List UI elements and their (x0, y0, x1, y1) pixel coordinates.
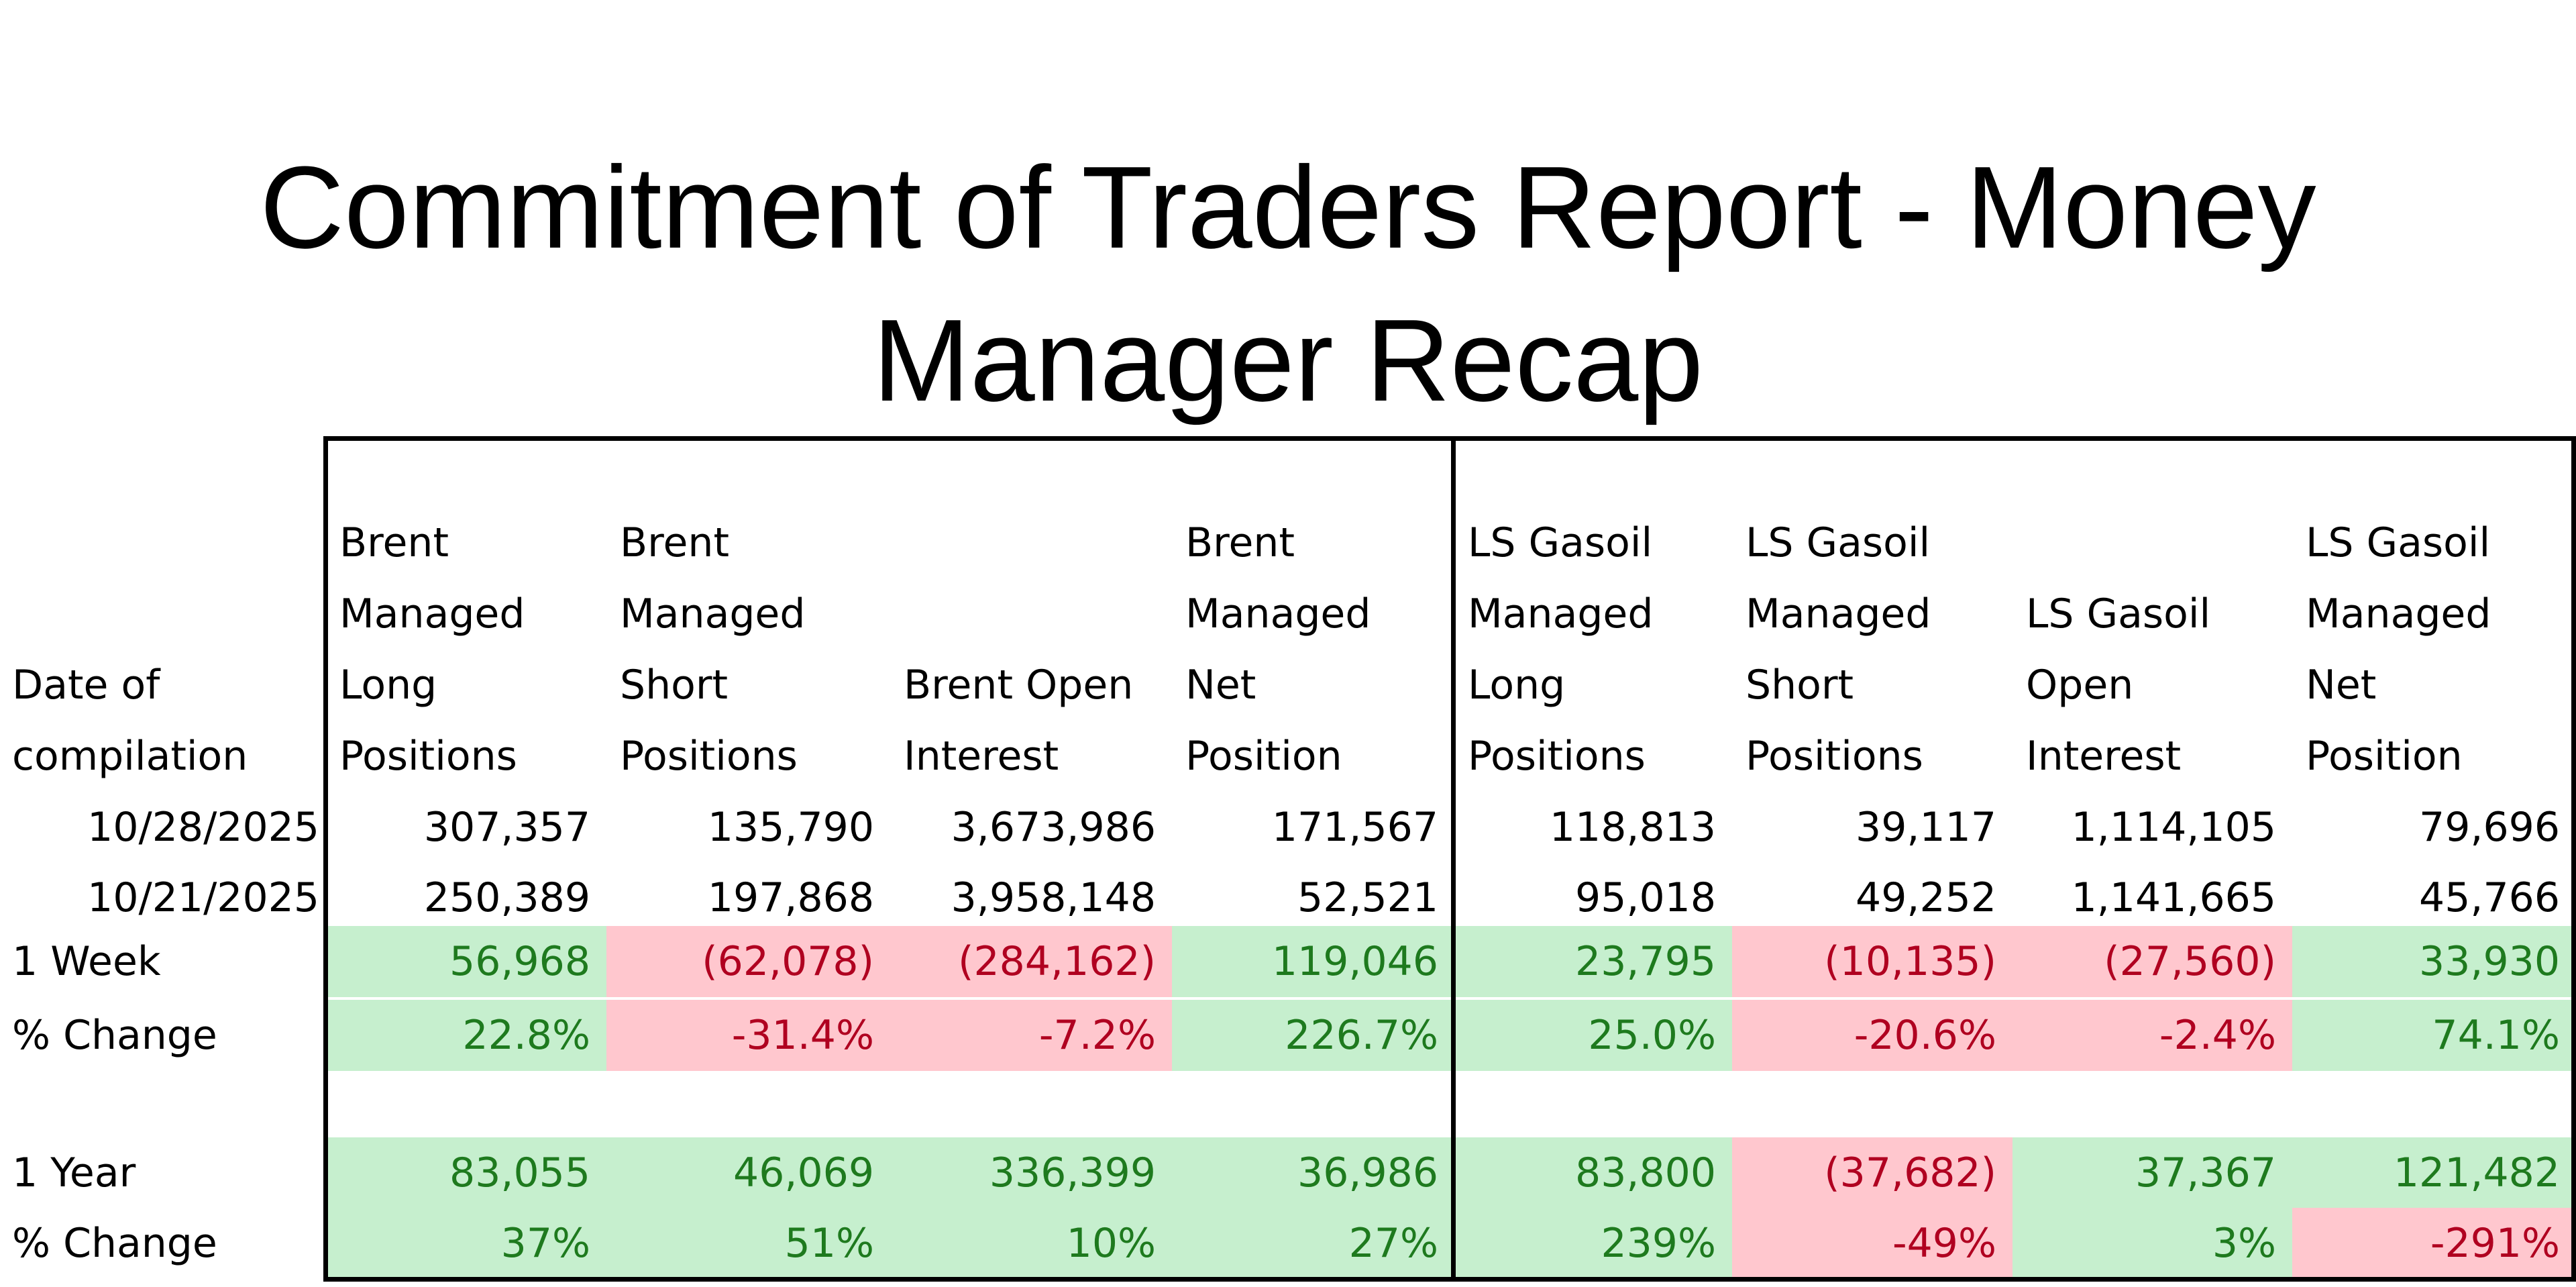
report-title-line-1: Commitment of Traders Report - Money (260, 142, 2316, 272)
column-header-line: LS Gasoil (1468, 519, 1653, 566)
table-cell: 56,968 (326, 926, 606, 997)
column-header: LS Gasoil Open Interest (2012, 578, 2292, 792)
row-label: 10/21/2025 (87, 874, 319, 921)
row-label: % Change (12, 1220, 217, 1267)
column-header-line: Positions (620, 733, 798, 780)
report-title: Commitment of Traders Report - Money Man… (0, 131, 2576, 437)
table-cell: 83,055 (326, 1137, 606, 1208)
table-cell: 36,986 (1172, 1137, 1454, 1208)
table-cell: 51% (606, 1208, 890, 1279)
table-cell: -20.6% (1732, 1000, 2012, 1071)
date-header-line: compilation (12, 733, 248, 780)
column-header-line: Brent (620, 519, 729, 566)
column-header: Brent Managed Net Position (1172, 507, 1454, 792)
column-header-line: LS Gasoil (2306, 519, 2491, 566)
column-header-line: Managed (1185, 590, 1371, 637)
table-cell: 3,673,986 (951, 804, 1156, 851)
column-header-line: Short (620, 662, 729, 709)
table-cell: 1,114,105 (2071, 804, 2276, 851)
column-header-line: Long (339, 662, 437, 709)
date-header-line: Date of (12, 662, 160, 709)
column-header-line: Positions (1468, 733, 1646, 780)
column-header-line: Open (2026, 662, 2134, 709)
table-cell: 37,367 (2012, 1137, 2292, 1208)
date-header: Date of compilation (0, 650, 326, 792)
column-header-line: Managed (1468, 590, 1654, 637)
table-cell: 52,521 (1297, 874, 1438, 921)
column-header-line: Brent Open (904, 662, 1134, 709)
column-header-line: Net (2306, 662, 2377, 709)
table-cell: 307,357 (423, 804, 590, 851)
table-cell: 118,813 (1549, 804, 1716, 851)
column-header-line: Long (1468, 662, 1566, 709)
column-header-line: Interest (904, 733, 1059, 780)
table-cell: 239% (1454, 1208, 1732, 1279)
row-label: % Change (12, 1012, 217, 1059)
table-cell: 22.8% (326, 1000, 606, 1071)
table-cell: 1,141,665 (2071, 874, 2276, 921)
column-header: LS Gasoil Managed Short Positions (1732, 507, 2012, 792)
table-cell: 49,252 (1856, 874, 1996, 921)
column-header-line: Positions (1746, 733, 1923, 780)
table-cell: 10% (890, 1208, 1172, 1279)
column-header: Brent Managed Short Positions (606, 507, 890, 792)
column-header: LS Gasoil Managed Net Position (2292, 507, 2576, 792)
row-label: 10/28/2025 (87, 804, 319, 851)
table-cell: 3% (2012, 1208, 2292, 1279)
column-header: Brent Managed Long Positions (326, 507, 606, 792)
report-title-line-2: Manager Recap (872, 295, 1704, 425)
table-cell: (284,162) (890, 926, 1172, 997)
table-cell: 171,567 (1271, 804, 1438, 851)
row-label: 1 Week (12, 938, 161, 985)
table-cell: 25.0% (1454, 1000, 1732, 1071)
column-header-line: Managed (1746, 590, 1931, 637)
table-cell: 33,930 (2292, 926, 2576, 997)
column-header-line: Managed (339, 590, 525, 637)
table-cell: 37% (326, 1208, 606, 1279)
table-cell: (10,135) (1732, 926, 2012, 997)
table-cell: 27% (1172, 1208, 1454, 1279)
table-cell: -31.4% (606, 1000, 890, 1071)
table-cell: -7.2% (890, 1000, 1172, 1071)
column-header-line: LS Gasoil (2026, 590, 2211, 637)
table-cell: 121,482 (2292, 1137, 2576, 1208)
table-cell: -2.4% (2012, 1000, 2292, 1071)
table-cell: 23,795 (1454, 926, 1732, 997)
table-cell: 95,018 (1575, 874, 1716, 921)
table-cell: 45,766 (2419, 874, 2560, 921)
table-cell: 79,696 (2419, 804, 2560, 851)
table-cell: -291% (2292, 1208, 2576, 1279)
table-cell: -49% (1732, 1208, 2012, 1279)
column-header: Brent Open Interest (890, 650, 1172, 792)
table-cell: (37,682) (1732, 1137, 2012, 1208)
column-header: LS Gasoil Managed Long Positions (1454, 507, 1732, 792)
table-cell: (62,078) (606, 926, 890, 997)
table-cell: 74.1% (2292, 1000, 2576, 1071)
table-cell: 197,868 (707, 874, 874, 921)
table-cell: 250,389 (423, 874, 590, 921)
table-cell: 119,046 (1172, 926, 1454, 997)
column-header-line: Short (1746, 662, 1854, 709)
column-header-line: LS Gasoil (1746, 519, 1931, 566)
table-cell: 3,958,148 (951, 874, 1156, 921)
column-header-line: Managed (620, 590, 806, 637)
column-header-line: Brent (339, 519, 449, 566)
row-label: 1 Year (12, 1149, 136, 1196)
table-cell: 226.7% (1172, 1000, 1454, 1071)
table-cell: 135,790 (707, 804, 874, 851)
table-cell: 46,069 (606, 1137, 890, 1208)
table-cell: (27,560) (2012, 926, 2292, 997)
column-header-line: Position (2306, 733, 2463, 780)
table-cell: 336,399 (890, 1137, 1172, 1208)
column-header-line: Managed (2306, 590, 2491, 637)
column-header-line: Net (1185, 662, 1256, 709)
column-header-line: Position (1185, 733, 1342, 780)
table-cell: 83,800 (1454, 1137, 1732, 1208)
table-cell: 39,117 (1856, 804, 1996, 851)
column-header-line: Brent (1185, 519, 1295, 566)
column-header-line: Positions (339, 733, 517, 780)
column-header-line: Interest (2026, 733, 2182, 780)
